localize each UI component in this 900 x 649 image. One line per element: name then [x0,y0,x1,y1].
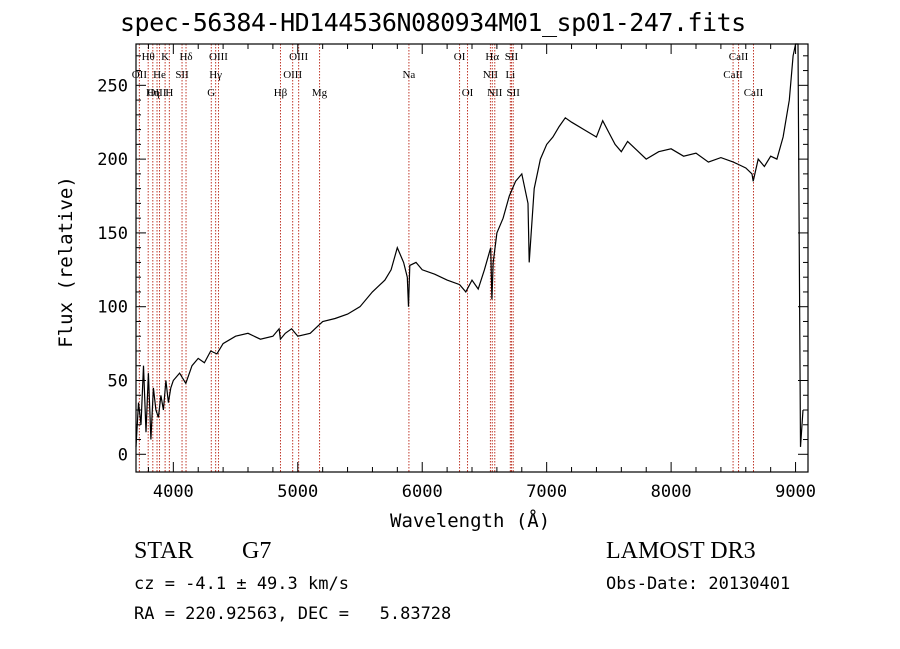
line-label-2: OIII [148,87,167,99]
line-label-27: CaII [744,87,764,99]
line-label-16: Na [402,69,415,81]
y-tick-label: 0 [118,445,128,465]
line-label-10: Hγ [209,69,222,81]
x-axis-ticks: 4000 5000 6000 7000 8000 9000 [147,44,816,502]
object-subclass: G7 [242,538,272,564]
x-tick-label: 8000 [651,482,692,502]
line-label-22: SII [505,51,519,63]
line-label-25: CaII [729,51,749,63]
line-label-0: Hθ [142,51,155,63]
line-label-6: H [165,87,173,99]
y-axis-label: Flux (relative) [55,176,77,348]
x-axis-label: Wavelength (Å) [390,510,551,532]
line-label-9: OIII [209,51,228,63]
y-tick-label: 100 [97,298,128,318]
chart-title: spec-56384-HD144536N080934M01_sp01-247.f… [120,8,746,37]
y-tick-label: 50 [108,371,128,391]
x-tick-label: 4000 [153,482,194,502]
line-label-3: K [161,51,169,63]
line-label-17: OI [454,51,466,63]
y-tick-label: 150 [97,224,128,244]
line-label-14: OIII [289,51,308,63]
emission-lines [138,44,754,472]
coordinates: RA = 220.92563, DEC = 5.83728 [134,604,452,624]
line-label-23: Li [505,69,515,81]
line-label-13: OIII [283,69,302,81]
y-tick-label: 250 [97,76,128,96]
line-label-20: NII [483,69,499,81]
spectrum-series-line [135,43,804,447]
redshift-cz: cz = -4.1 ± 49.3 km/s [134,574,349,594]
y-axis-ticks: 0 50 100 150 200 250 [97,55,808,465]
y-tick-label: 200 [97,150,128,170]
line-label-8: Hδ [179,51,192,63]
x-tick-label: 7000 [526,482,567,502]
line-label-7: SII [175,69,189,81]
line-label-18: OI [462,87,474,99]
line-label-5: Hη [146,87,160,99]
x-tick-label: 9000 [775,482,816,502]
line-label-26: CaII [723,69,743,81]
line-label-21: NII [487,87,503,99]
plot-frame [135,43,809,473]
line-label-4: He [153,69,166,81]
line-label-24: SII [506,87,520,99]
survey-name: LAMOST DR3 [606,538,756,564]
line-label-19: Hα [485,51,499,63]
object-class: STAR [134,538,194,564]
line-label-15: Mg [312,87,328,99]
x-tick-label: 6000 [402,482,443,502]
line-label-12: Hβ [274,87,288,99]
observation-date: Obs-Date: 20130401 [606,574,791,594]
line-label-11: G [207,87,215,99]
x-tick-label: 5000 [277,482,318,502]
